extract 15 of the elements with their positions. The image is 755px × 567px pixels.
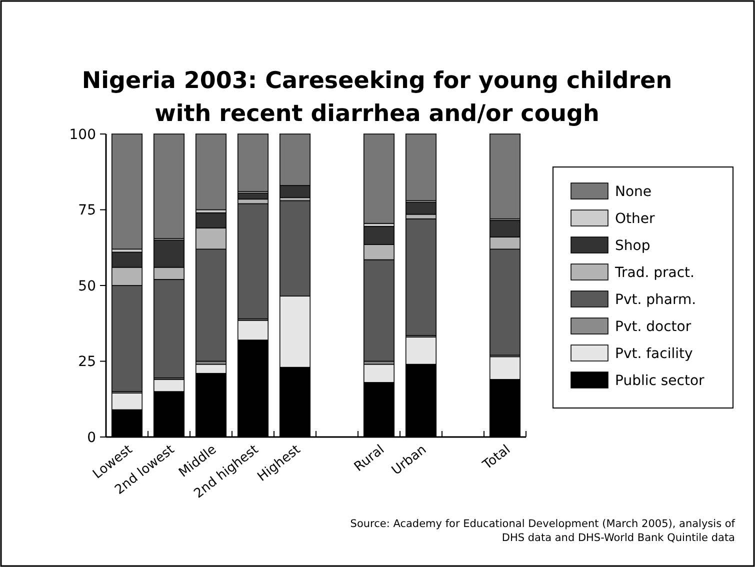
legend-label: Shop <box>615 238 650 254</box>
legend-label: Other <box>615 210 655 227</box>
legend-label: Pvt. pharm. <box>615 292 696 308</box>
y-tick-label: 0 <box>87 430 96 446</box>
chart-title: Nigeria 2003: Careseeking for young children with recent diarrhea and/or cough <box>82 68 672 127</box>
y-tick-label: 100 <box>69 126 96 143</box>
legend-label: None <box>615 184 652 200</box>
y-tick-label: 75 <box>78 202 96 219</box>
legend-label: Pvt. doctor <box>615 318 692 335</box>
y-tick-label: 50 <box>78 278 96 294</box>
legend-label: Trad. pract. <box>614 264 694 281</box>
source-note: Source: Academy for Educational Development (March 2005), analysis of DHS data and DHS-World Bank Quintile data <box>350 518 736 544</box>
legend-label: Pvt. facility <box>615 346 693 362</box>
legend-label: Public sector <box>615 372 705 389</box>
y-tick-label: 25 <box>78 354 96 370</box>
